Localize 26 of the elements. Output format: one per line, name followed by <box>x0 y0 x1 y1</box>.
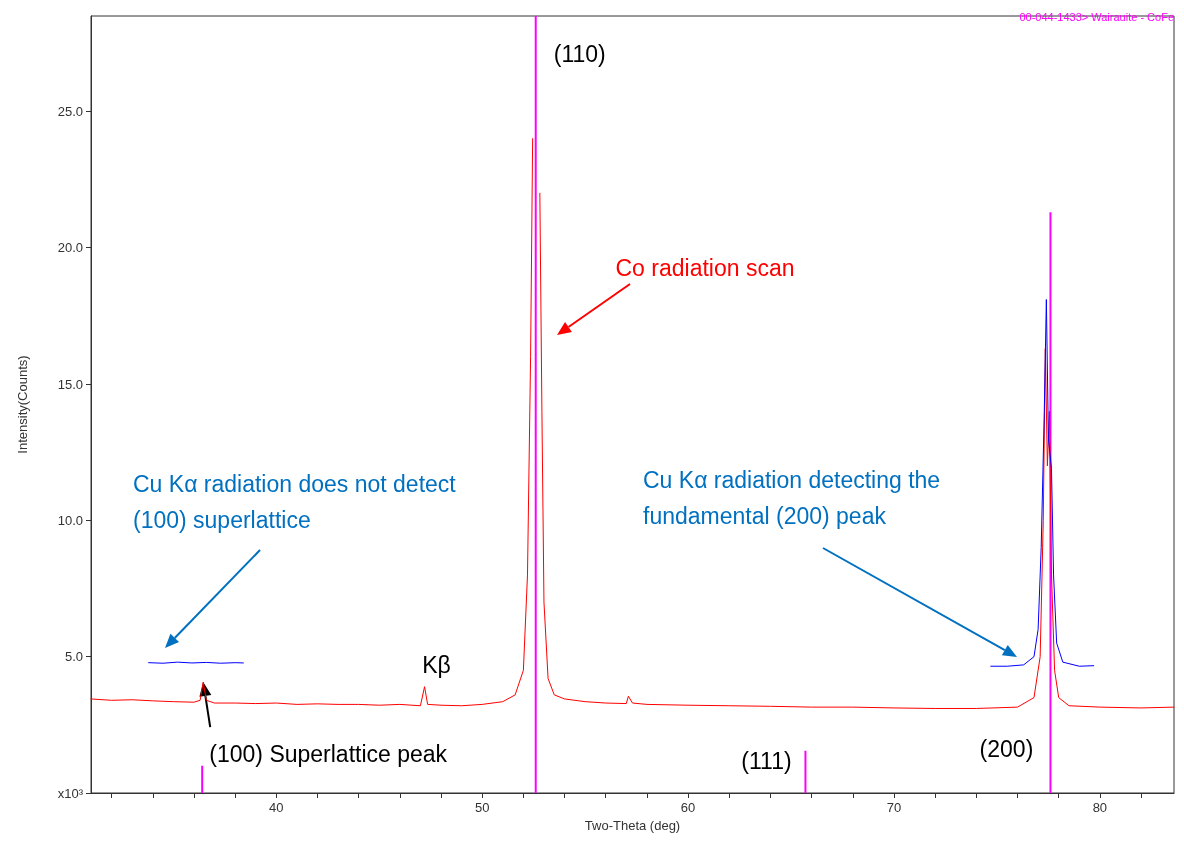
annotation: Cu Kα radiation detecting the fundamental (200) peak <box>643 467 947 529</box>
x-tick-label: 80 <box>1092 800 1108 815</box>
y-tick-label: 5.0 <box>64 649 83 665</box>
annotation: (110) <box>553 41 606 67</box>
y-axis-title: Intensity(Counts) <box>15 355 30 454</box>
bar <box>534 16 537 793</box>
line-series <box>990 299 1095 667</box>
annotation: (200) <box>979 736 1034 763</box>
text: 00-044-1433> Wairauite - CoFe <box>1019 11 1174 23</box>
y-tick-label: 20.0 <box>57 240 83 256</box>
x-tick-label: 60 <box>680 800 696 815</box>
annotation: Kβ <box>422 651 451 678</box>
y-tick-label: 10.0 <box>57 512 83 528</box>
x-tick-label: 40 <box>269 800 284 815</box>
annotation: (100) Superlattice peak <box>209 741 448 768</box>
x-axis-title: Two-Theta (deg) <box>584 818 681 833</box>
y-tick-label: 15.0 <box>57 376 83 392</box>
annotation: (111) <box>741 747 792 774</box>
annotation: Co radiation scan <box>615 255 795 281</box>
y-tick-label: 25.0 <box>57 103 83 119</box>
bar <box>201 765 204 793</box>
x-tick-label: 70 <box>886 800 902 815</box>
bar <box>804 750 807 793</box>
y-tick-label: x10³ <box>57 785 84 801</box>
x-tick-label: 50 <box>474 800 490 815</box>
annotation: Cu Kα radiation does not detect (100) superlattice <box>133 471 463 533</box>
